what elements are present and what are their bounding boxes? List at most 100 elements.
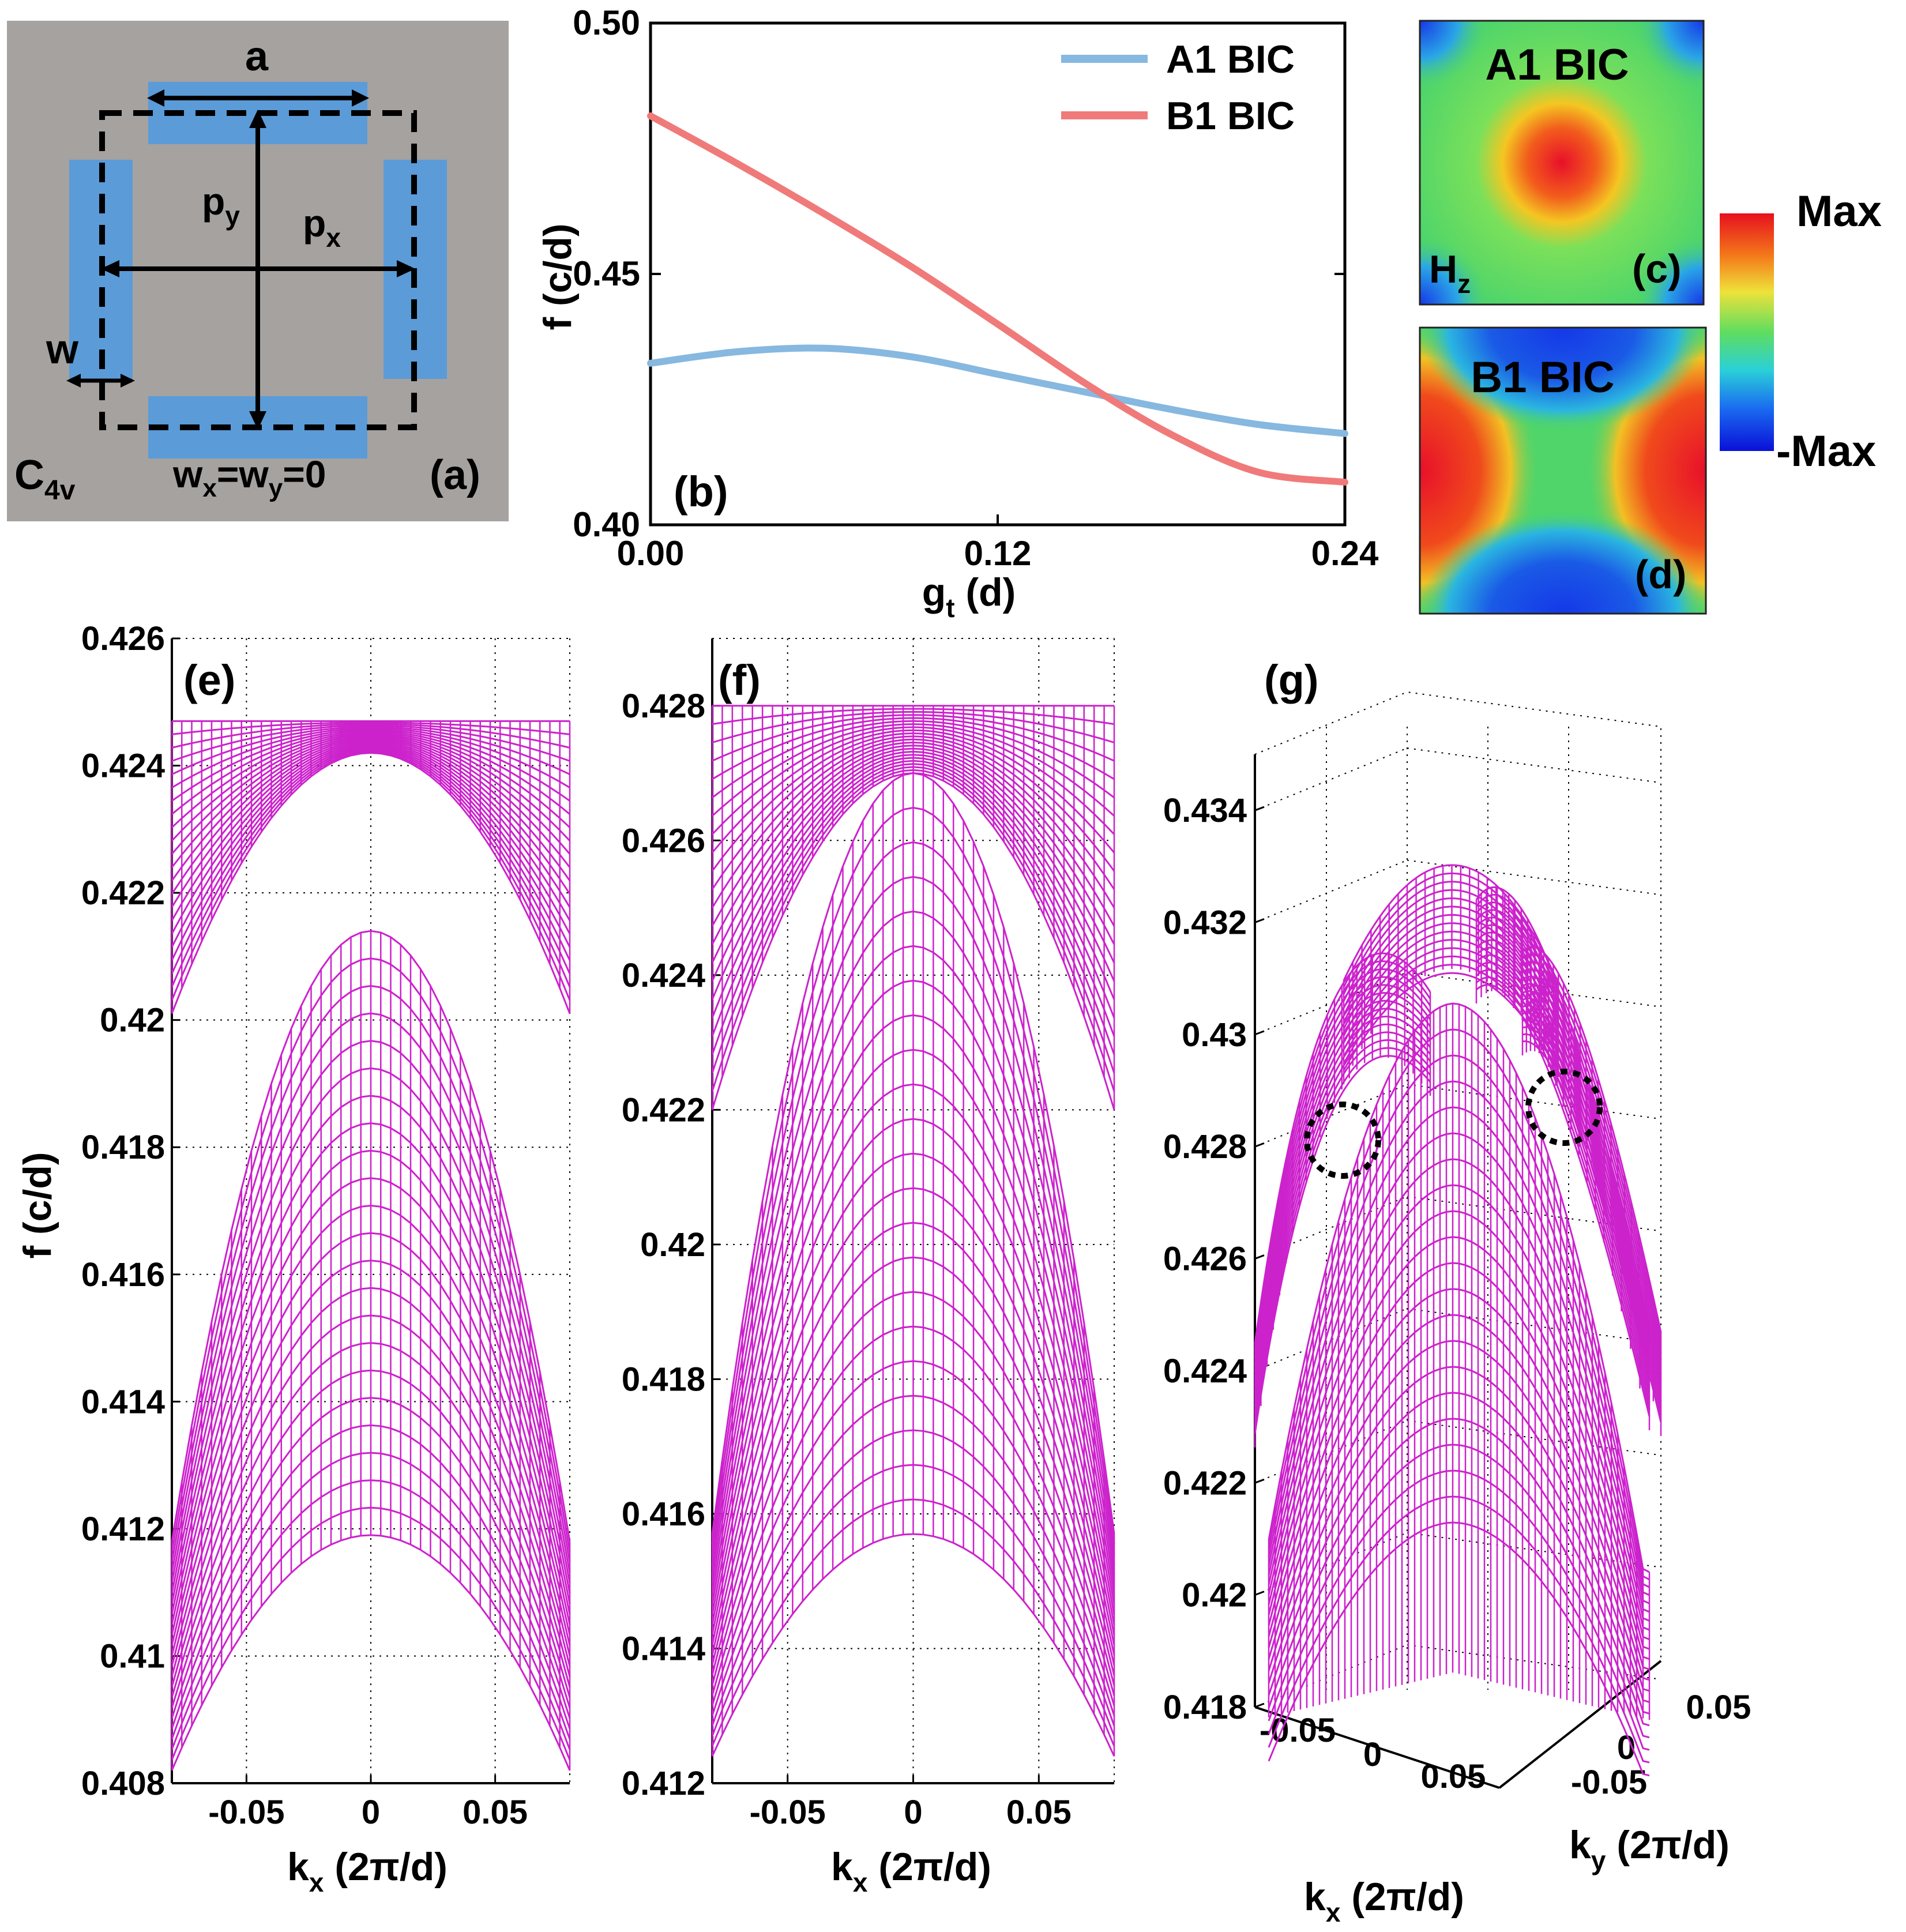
field-lobe-blue: [1420, 510, 1706, 614]
ztick-label: 0.42: [1182, 1577, 1247, 1614]
colorbar-max-label: Max: [1796, 187, 1882, 236]
field-map-c-border: [1419, 20, 1705, 306]
panel-c-field: Hz: [1429, 247, 1471, 299]
xtick-label: 0.05: [463, 1794, 528, 1831]
grid-line: [1407, 1307, 1661, 1344]
kx-axis: [1254, 1706, 1500, 1789]
ytick-label: 0.428: [622, 687, 705, 725]
xtick-label: -0.05: [750, 1794, 826, 1831]
ytick-label: 0.408: [81, 1765, 165, 1802]
symmetry-label: C4v: [14, 452, 76, 506]
ytick-label: 0.42: [100, 1002, 165, 1039]
panel-d: B1 BIC (d): [1419, 326, 1707, 615]
field-corner: [1634, 21, 1704, 90]
arrowhead: [101, 260, 119, 277]
arrowhead: [249, 411, 266, 430]
panel-g-label: (g): [1264, 656, 1319, 704]
mesh-line-lower: [711, 1533, 1115, 1757]
ky-tick-label: -0.05: [1571, 1764, 1647, 1801]
condition-label: wx=wy=0: [172, 453, 326, 502]
arrowhead: [352, 89, 369, 107]
mesh-line-lower: [1268, 1469, 1650, 1751]
mesh-line-lower: [1268, 1366, 1650, 1703]
mesh-line-lower: [1268, 1392, 1650, 1715]
ztick: [1254, 806, 1265, 811]
mesh-line-lower: [1268, 1158, 1650, 1622]
mesh-line-lower: [1268, 1210, 1650, 1640]
grid-line: [1407, 1644, 1661, 1680]
ytick-label: 0.414: [81, 1383, 165, 1420]
series-line-a1: [647, 344, 1348, 437]
field-corner: [1420, 21, 1489, 90]
legend-label-a1: A1 BIC: [1166, 37, 1295, 81]
mesh-line-lower: [1268, 1236, 1650, 1650]
arrowhead: [249, 110, 266, 128]
ztick-label: 0.418: [1163, 1689, 1247, 1726]
grid-line: [1407, 1084, 1661, 1120]
panel-d-title: B1 BIC: [1471, 353, 1614, 402]
bic-marker-circle: [1525, 1069, 1603, 1146]
b-ytick-label: 0.50: [573, 3, 640, 42]
ytick-label: 0.422: [81, 874, 165, 912]
ytick-label: 0.416: [81, 1256, 165, 1294]
g-ky-label: ky (2π/d): [1569, 1823, 1730, 1875]
ky-tick-label: 0.05: [1686, 1689, 1751, 1726]
b-xtick-label: 0.12: [964, 534, 1032, 573]
dim-a-label: a: [245, 33, 269, 80]
ytick-label: 0.424: [622, 957, 705, 994]
ytick-label: 0.41: [100, 1637, 165, 1675]
grid-line: [1407, 1196, 1661, 1232]
b-xtick-label: 0.24: [1311, 534, 1379, 573]
grid-line: [1254, 747, 1408, 811]
panel-a: a py px w C4v wx=wy=0 (a): [7, 21, 509, 521]
panel-c-label: (c): [1632, 246, 1682, 291]
ytick-label: 0.414: [622, 1630, 705, 1667]
ztick-label: 0.424: [1163, 1352, 1247, 1390]
ytick-label: 0.426: [81, 620, 165, 657]
mesh-line-lower: [1268, 1002, 1650, 1573]
b-xtick-label: 0.00: [617, 534, 685, 573]
kx-tick-label: -0.05: [1260, 1712, 1336, 1749]
e-ylabel: f (c/d): [16, 1152, 59, 1258]
ytick-label: 0.422: [622, 1091, 705, 1129]
mesh-line-lower: [1268, 1314, 1650, 1681]
ytick-label: 0.426: [622, 822, 705, 859]
e-xlabel: kx (2π/d): [287, 1845, 448, 1897]
dim-py-label: py: [202, 180, 240, 231]
plot-f: -0.05 0 0.05 0.412 0.414 0.416 0.418 0.42 0.422 0…: [622, 638, 1115, 1831]
ytick-label: 0.416: [622, 1495, 705, 1533]
mesh-line-lower: [1268, 1495, 1650, 1764]
ytick-label: 0.418: [81, 1129, 165, 1166]
mesh-line-lower: [1268, 1521, 1650, 1777]
mesh-line-lower: [1268, 1132, 1650, 1613]
panel-c-title: A1 BIC: [1485, 40, 1629, 89]
field-corner: [1420, 235, 1489, 305]
plot-g: 0.418 0.42 0.422 0.424 0.426 0.428 0.43 0.432 0.…: [1163, 691, 1751, 1801]
mesh-line-upper: [1254, 1055, 1431, 1434]
xtick-label: -0.05: [208, 1794, 284, 1831]
b-ytick-label: 0.40: [573, 505, 640, 544]
b-xlabel: gt (d): [922, 570, 1016, 623]
g-kx-label: kx (2π/d): [1304, 1875, 1464, 1927]
panel-d-label: (d): [1635, 552, 1686, 597]
mesh-line-lower: [1268, 1054, 1650, 1588]
plot-e: -0.05 0 0.05 0.408 0.41 0.412 0.414 0.416 0.418 0…: [81, 620, 571, 1831]
grid-line: [1407, 1420, 1661, 1456]
grid-line: [1254, 859, 1408, 923]
ztick-label: 0.432: [1163, 904, 1247, 942]
ztick: [1254, 1142, 1265, 1148]
panel-b: 0.00 0.12 0.24 0.40 0.45 0.50 (b) f (c/d) gt …: [536, 3, 1379, 623]
ytick-label: 0.424: [81, 747, 165, 785]
mesh-line-lower: [1268, 1340, 1650, 1692]
dim-w-label: w: [46, 326, 79, 373]
kx-tick-label: 0.05: [1421, 1758, 1486, 1795]
ztick: [1254, 918, 1265, 923]
grid-line: [1407, 971, 1661, 1008]
grid-line: [1407, 1532, 1661, 1568]
mesh-line-lower: [1268, 1080, 1650, 1596]
ztick-label: 0.434: [1163, 792, 1247, 829]
ytick-label: 0.418: [622, 1360, 705, 1398]
mesh-line-upper: [1522, 1040, 1662, 1423]
arrowhead: [66, 374, 81, 388]
